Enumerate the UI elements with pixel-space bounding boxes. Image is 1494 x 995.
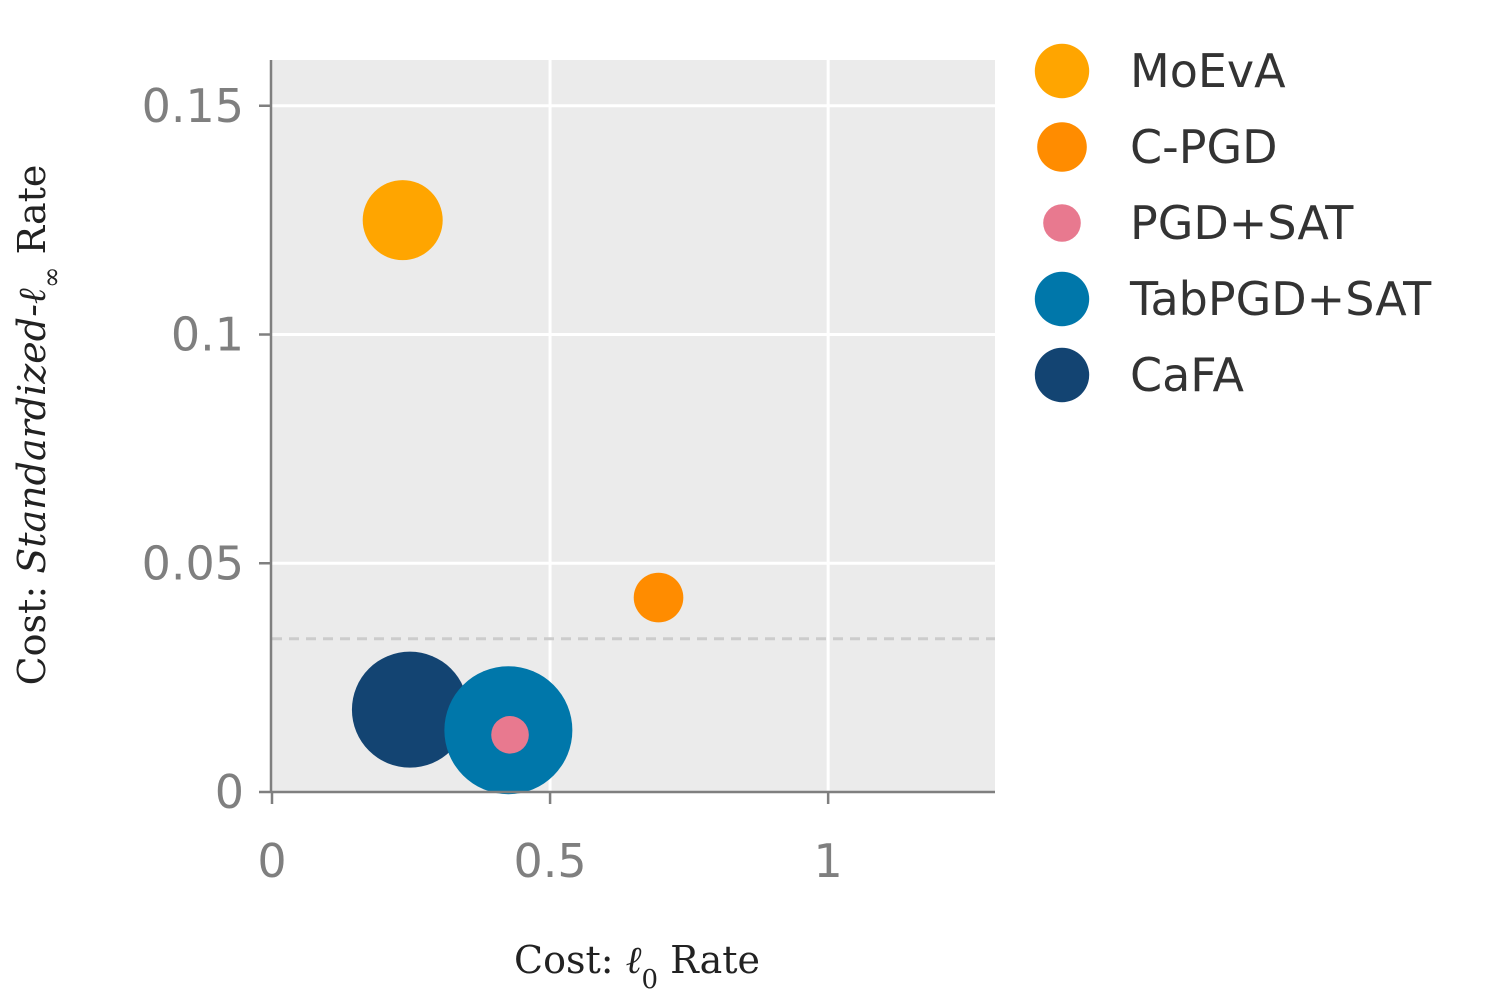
y-gridlines xyxy=(272,104,995,565)
x-tick-label: 1 xyxy=(814,834,843,888)
x-axis-ticks: 0 0.5 1 xyxy=(257,792,843,888)
legend-marker xyxy=(1037,122,1087,172)
legend-label: MoEvA xyxy=(1130,44,1286,98)
y-tick-label: 0.1 xyxy=(171,308,244,362)
x-axis-title: Cost: ℓ0 Rate xyxy=(514,938,760,995)
legend-marker xyxy=(1034,43,1090,99)
y-axis-ticks: 0 0.05 0.1 0.15 xyxy=(142,79,271,819)
point-cafa xyxy=(351,651,468,768)
legend-item-tabpgd-sat: TabPGD+SAT xyxy=(1034,271,1432,327)
y-tick-label: 0.15 xyxy=(142,79,244,133)
legend-marker xyxy=(1034,271,1090,327)
x-tick-label: 0.5 xyxy=(513,834,586,888)
legend-item-cafa: CaFA xyxy=(1034,347,1245,403)
point-c-pgd xyxy=(633,572,684,623)
x-gridlines xyxy=(548,60,830,792)
point-moeva xyxy=(362,180,443,261)
x-tick-label: 0 xyxy=(257,834,286,888)
legend-label: C-PGD xyxy=(1130,120,1278,174)
legend-label: TabPGD+SAT xyxy=(1129,272,1432,326)
legend-label: PGD+SAT xyxy=(1130,196,1354,250)
legend-item-moeva: MoEvA xyxy=(1034,43,1286,99)
legend-item-pgd-sat: PGD+SAT xyxy=(1043,196,1354,250)
data-points xyxy=(351,180,684,795)
point-pgd-sat xyxy=(491,716,529,754)
legend-marker xyxy=(1034,347,1090,403)
legend-marker xyxy=(1043,204,1081,242)
legend-item-c-pgd: C-PGD xyxy=(1037,120,1278,174)
y-tick-label: 0 xyxy=(215,765,244,819)
legend-label: CaFA xyxy=(1130,348,1245,402)
y-tick-label: 0.05 xyxy=(142,536,244,590)
legend: MoEvA C-PGD PGD+SAT TabPGD+SAT CaFA xyxy=(1034,43,1432,403)
y-axis-title: Cost: Standardized-ℓ∞ Rate xyxy=(10,165,67,686)
